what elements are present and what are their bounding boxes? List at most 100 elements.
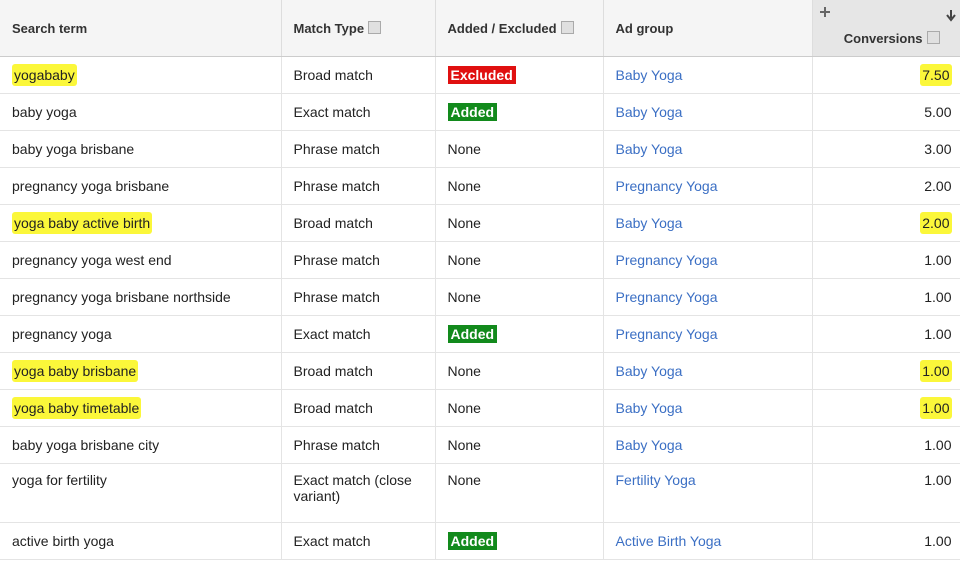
sort-icon[interactable] (945, 10, 956, 22)
cell-text[interactable]: active birth yoga (12, 533, 114, 549)
cell-text[interactable]: pregnancy yoga brisbane (12, 178, 170, 194)
table-cell: baby yoga brisbane (0, 130, 282, 168)
table-cell: None (435, 389, 604, 427)
table-cell: pregnancy yoga (0, 315, 282, 353)
cell-text: Exact match (293, 326, 371, 342)
header-cell[interactable]: Conversions (812, 0, 960, 57)
table-cell: 1.00 (812, 278, 960, 316)
header-cell[interactable]: Added / Excluded (435, 0, 604, 57)
table-row[interactable]: yoga baby active birth Broad match None Bab… (0, 204, 960, 242)
cell-text: 1.00 (924, 472, 952, 488)
add-icon[interactable] (819, 6, 831, 18)
table-row[interactable]: yoga baby timetable Broad match None Baby Y… (0, 389, 960, 427)
ad-group-link[interactable]: Pregnancy Yoga (615, 326, 718, 342)
table-cell: 7.50 (812, 56, 960, 94)
table-cell: Baby Yoga (603, 130, 813, 168)
table-cell: 1.00 (812, 522, 960, 560)
table-cell: Exact match (close variant) (281, 463, 436, 523)
cell-text: Phrase match (293, 289, 380, 305)
table-cell: Broad match (281, 352, 436, 390)
help-icon[interactable] (368, 20, 382, 34)
header-text: Search term (12, 20, 88, 36)
table-cell: None (435, 130, 604, 168)
cell-text: 1.00 (924, 437, 952, 453)
header-text: Match Type (293, 20, 365, 36)
highlighted-text: yoga baby brisbane (12, 360, 139, 382)
header-cell[interactable]: Ad group (603, 0, 813, 57)
cell-text[interactable]: baby yoga (12, 104, 77, 120)
ad-group-link[interactable]: Baby Yoga (615, 363, 683, 379)
highlighted-text: 1.00 (920, 360, 952, 382)
ad-group-link[interactable]: Baby Yoga (615, 104, 683, 120)
ad-group-link[interactable]: Pregnancy Yoga (615, 178, 718, 194)
ad-group-link[interactable]: Active Birth Yoga (615, 533, 722, 549)
cell-text: Phrase match (293, 141, 380, 157)
ad-group-link[interactable]: Pregnancy Yoga (615, 289, 718, 305)
highlighted-text: 2.00 (920, 212, 952, 234)
cell-text: 1.00 (924, 252, 952, 268)
table-cell: 1.00 (812, 426, 960, 464)
table-body: yogababy Broad match Excluded Baby Yoga 7.50… (0, 56, 960, 560)
table-cell: Broad match (281, 389, 436, 427)
table-cell: Pregnancy Yoga (603, 241, 813, 279)
ad-group-link[interactable]: Baby Yoga (615, 215, 683, 231)
table-cell: 1.00 (812, 389, 960, 427)
header-cell[interactable]: Match Type (281, 0, 436, 57)
cell-text[interactable]: baby yoga brisbane city (12, 437, 160, 453)
cell-text: Exact match (293, 104, 371, 120)
cell-text[interactable]: pregnancy yoga (12, 326, 112, 342)
cell-text: None (447, 289, 481, 305)
ad-group-link[interactable]: Baby Yoga (615, 437, 683, 453)
table-row[interactable]: pregnancy yoga brisbane northside Phrase … (0, 278, 960, 316)
table-row[interactable]: active birth yoga Exact match Added Active … (0, 522, 960, 560)
ad-group-link[interactable]: Baby Yoga (615, 67, 683, 83)
table-row[interactable]: yoga for fertility Exact match (close var… (0, 463, 960, 523)
cell-text: None (447, 472, 481, 488)
cell-text: 2.00 (924, 178, 952, 194)
table-cell: Exact match (281, 93, 436, 131)
ad-group-link[interactable]: Baby Yoga (615, 400, 683, 416)
cell-text: 3.00 (924, 141, 952, 157)
ad-group-link[interactable]: Fertility Yoga (615, 472, 696, 488)
table-row[interactable]: pregnancy yoga Exact match Added Pregnancy … (0, 315, 960, 353)
cell-text: Broad match (293, 215, 373, 231)
table-cell: Fertility Yoga (603, 463, 813, 523)
header-text: Added / Excluded (447, 20, 557, 36)
table-cell: None (435, 352, 604, 390)
header-text: Conversions (843, 30, 923, 46)
table-row[interactable]: pregnancy yoga brisbane Phrase match None P… (0, 167, 960, 205)
table-cell: 2.00 (812, 167, 960, 205)
table-row[interactable]: yogababy Broad match Excluded Baby Yoga 7.50 (0, 56, 960, 94)
table-cell: Active Birth Yoga (603, 522, 813, 560)
cell-text: Broad match (293, 363, 373, 379)
help-icon[interactable] (926, 30, 940, 44)
table-cell: yoga baby brisbane (0, 352, 282, 390)
table-cell: Phrase match (281, 130, 436, 168)
ad-group-link[interactable]: Baby Yoga (615, 141, 683, 157)
cell-text[interactable]: baby yoga brisbane (12, 141, 135, 157)
status-badge: Added (447, 532, 498, 550)
cell-text[interactable]: pregnancy yoga west end (12, 252, 172, 268)
highlighted-text: yoga baby active birth (12, 212, 153, 234)
table-cell: Exact match (281, 315, 436, 353)
table-cell: yoga baby timetable (0, 389, 282, 427)
cell-text[interactable]: yoga for fertility (12, 472, 107, 488)
table-row[interactable]: baby yoga Exact match Added Baby Yoga 5.00 (0, 93, 960, 131)
cell-text[interactable]: pregnancy yoga brisbane northside (12, 289, 231, 305)
help-icon[interactable] (560, 20, 574, 34)
ad-group-link[interactable]: Pregnancy Yoga (615, 252, 718, 268)
table-cell: Phrase match (281, 167, 436, 205)
cell-text: None (447, 252, 481, 268)
table-row[interactable]: yoga baby brisbane Broad match None Baby Yo… (0, 352, 960, 390)
table-row[interactable]: baby yoga brisbane Phrase match None Baby Y… (0, 130, 960, 168)
table-row[interactable]: pregnancy yoga west end Phrase match None P… (0, 241, 960, 279)
table-cell: 1.00 (812, 463, 960, 523)
table-cell: Baby Yoga (603, 56, 813, 94)
table-row[interactable]: baby yoga brisbane city Phrase match None B… (0, 426, 960, 464)
status-badge: Added (447, 103, 498, 121)
table-cell: 2.00 (812, 204, 960, 242)
table-cell: Phrase match (281, 278, 436, 316)
table-cell: pregnancy yoga brisbane northside (0, 278, 282, 316)
table-cell: Baby Yoga (603, 426, 813, 464)
header-cell[interactable]: Search term (0, 0, 282, 57)
